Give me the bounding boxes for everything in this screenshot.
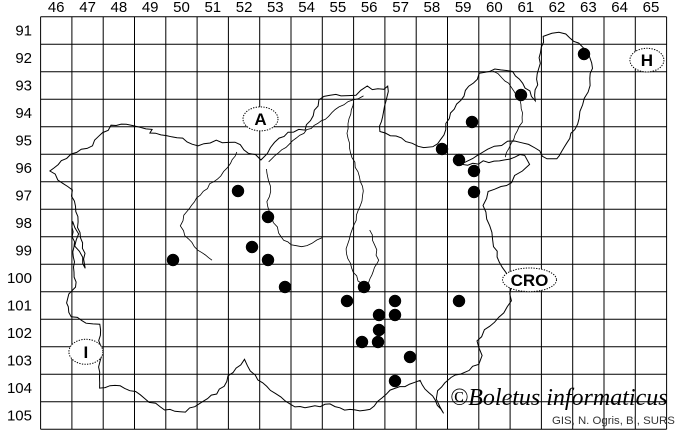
svg-text:103: 103: [7, 353, 32, 370]
svg-text:96: 96: [15, 160, 32, 177]
svg-text:56: 56: [361, 0, 378, 16]
svg-text:95: 95: [15, 133, 32, 150]
svg-text:104: 104: [7, 380, 32, 397]
svg-text:46: 46: [48, 0, 65, 16]
svg-text:93: 93: [15, 78, 32, 95]
svg-text:52: 52: [236, 0, 253, 16]
svg-text:99: 99: [15, 243, 32, 260]
svg-text:A: A: [254, 110, 266, 129]
svg-text:94: 94: [15, 105, 32, 122]
svg-text:100: 100: [7, 270, 32, 287]
svg-text:105: 105: [7, 408, 32, 425]
svg-text:49: 49: [142, 0, 159, 16]
svg-text:62: 62: [549, 0, 566, 16]
svg-text:92: 92: [15, 50, 32, 67]
svg-text:55: 55: [330, 0, 347, 16]
svg-text:98: 98: [15, 215, 32, 232]
svg-text:54: 54: [298, 0, 315, 16]
svg-text:60: 60: [486, 0, 503, 16]
svg-text:61: 61: [517, 0, 534, 16]
svg-text:53: 53: [267, 0, 284, 16]
svg-text:102: 102: [7, 325, 32, 342]
svg-text:59: 59: [455, 0, 472, 16]
svg-text:64: 64: [611, 0, 628, 16]
svg-text:47: 47: [79, 0, 96, 16]
svg-text:H: H: [641, 51, 653, 70]
svg-text:©Boletus informaticus: ©Boletus informaticus: [450, 385, 668, 411]
svg-text:65: 65: [643, 0, 660, 16]
svg-text:GIS, N. Ogris, BI, SURS: GIS, N. Ogris, BI, SURS: [552, 415, 675, 427]
svg-text:CRO: CRO: [511, 271, 549, 290]
svg-text:48: 48: [111, 0, 128, 16]
svg-text:58: 58: [424, 0, 441, 16]
svg-text:I: I: [84, 343, 89, 362]
svg-text:50: 50: [173, 0, 190, 16]
svg-text:63: 63: [580, 0, 597, 16]
svg-text:91: 91: [15, 23, 32, 40]
svg-text:57: 57: [392, 0, 409, 16]
svg-text:101: 101: [7, 298, 32, 315]
svg-text:97: 97: [15, 188, 32, 205]
svg-text:51: 51: [204, 0, 221, 16]
